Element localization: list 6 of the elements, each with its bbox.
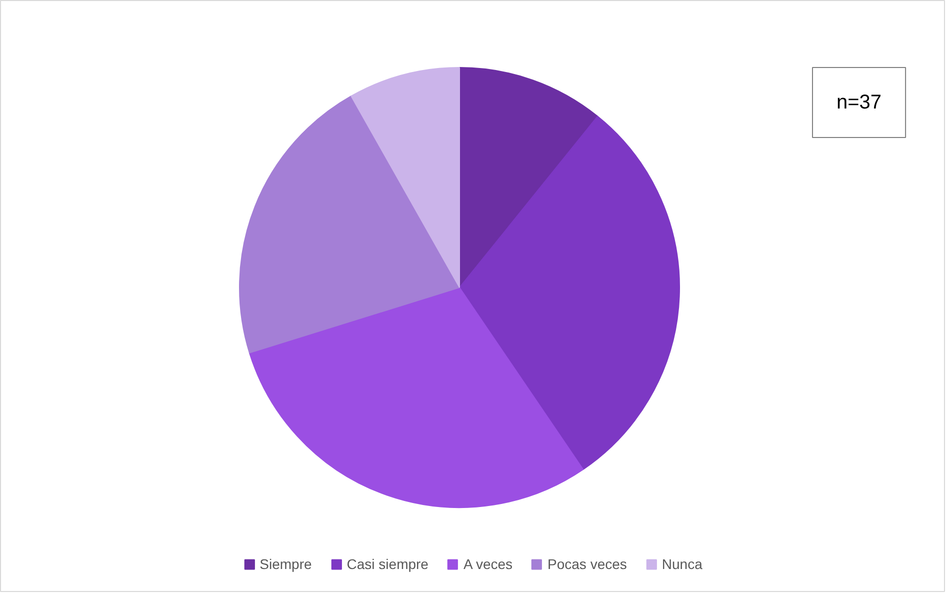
legend-label: A veces (463, 556, 513, 572)
legend-label: Siempre (260, 556, 312, 572)
legend-label: Nunca (662, 556, 702, 572)
legend-label: Casi siempre (346, 556, 428, 572)
legend-label: Pocas veces (548, 556, 627, 572)
text: n=37 (836, 92, 882, 114)
